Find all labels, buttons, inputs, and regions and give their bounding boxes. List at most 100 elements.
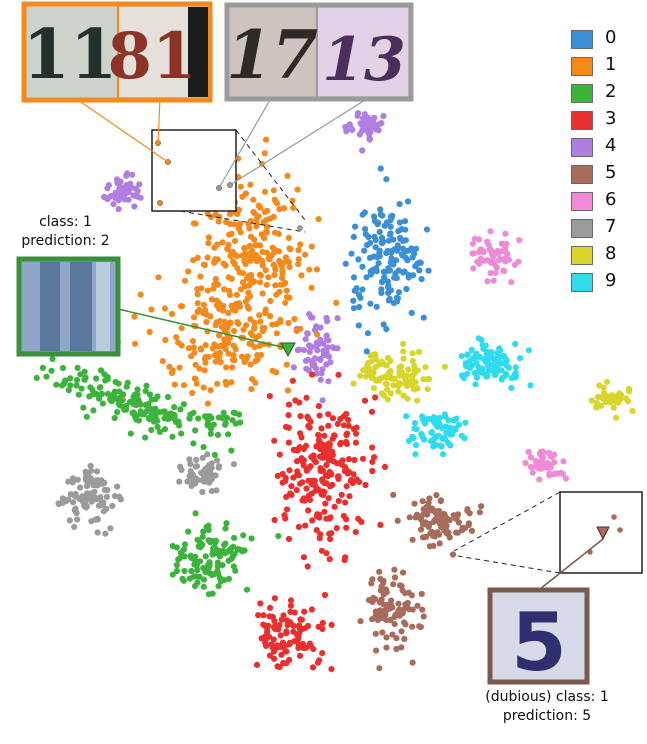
data-point-class-5: [398, 644, 405, 651]
data-point-class-3: [301, 608, 308, 615]
data-point-class-2: [222, 420, 229, 427]
data-point-class-2: [243, 586, 251, 593]
legend-entry-6: 6: [571, 188, 641, 215]
data-point-class-2: [226, 548, 233, 555]
data-point-class-3: [313, 527, 320, 534]
data-point-class-0: [356, 303, 363, 311]
data-point-class-3: [323, 480, 330, 487]
data-point-class-0: [351, 287, 358, 294]
data-point-class-3: [315, 623, 322, 630]
data-point-class-3: [316, 440, 323, 448]
data-point-class-3: [331, 503, 338, 510]
data-point-class-1: [194, 291, 201, 298]
data-point-class-9: [411, 420, 419, 427]
data-point-class-2: [232, 567, 239, 574]
data-point-class-3: [319, 467, 327, 474]
data-point-class-1: [230, 342, 237, 349]
data-point-class-3: [295, 523, 302, 531]
data-point-class-3: [329, 415, 337, 422]
data-point-class-0: [404, 257, 411, 264]
data-point-class-1: [257, 318, 264, 325]
data-point-class-2: [90, 407, 97, 414]
data-point-class-3: [345, 456, 353, 463]
data-point-class-9: [439, 424, 446, 432]
data-point-class-9: [409, 433, 416, 440]
legend-entry-0: 0: [571, 26, 641, 53]
data-point-class-1: [231, 327, 238, 335]
data-point-class-1: [204, 254, 211, 261]
data-point-class-1: [162, 336, 169, 344]
data-point-class-1: [251, 319, 258, 326]
data-point-class-2: [67, 375, 74, 382]
data-point-class-2: [114, 409, 121, 416]
data-point-class-7: [186, 456, 193, 463]
data-point-class-1: [261, 188, 269, 195]
data-point-class-1: [287, 246, 294, 253]
digit-thumbnail-frame-brown: [487, 587, 590, 685]
data-point-class-9: [437, 442, 444, 449]
data-point-class-3: [265, 622, 272, 629]
data-point-class-2: [191, 556, 198, 563]
data-point-class-4: [346, 121, 353, 128]
data-point-class-3: [277, 642, 285, 649]
data-point-class-2: [48, 367, 55, 374]
data-point-class-5: [478, 503, 485, 510]
data-point-class-3: [300, 457, 307, 464]
data-point-class-3: [253, 661, 261, 669]
data-point-class-1: [193, 380, 200, 387]
data-point-class-0: [370, 213, 378, 220]
data-point-class-7: [92, 482, 99, 489]
data-point-class-0: [384, 278, 391, 285]
data-point-class-4: [311, 355, 319, 362]
data-point-class-5: [398, 628, 405, 635]
data-point-class-2: [83, 413, 90, 420]
data-point-class-0: [363, 274, 370, 281]
data-point-class-1: [237, 286, 245, 293]
data-point-class-4: [318, 370, 325, 377]
data-point-class-1: [211, 244, 218, 251]
data-point-class-6: [477, 246, 484, 253]
data-point-class-3: [351, 456, 358, 464]
data-point-class-1: [280, 281, 287, 288]
data-point-class-3: [288, 483, 295, 490]
data-point-class-8: [384, 396, 391, 403]
data-point-class-3: [313, 513, 320, 520]
data-point-class-5: [409, 659, 416, 666]
data-point-class-2: [142, 434, 149, 441]
data-point-class-1: [194, 300, 201, 307]
data-point-class-1: [207, 387, 214, 394]
data-point-class-7: [109, 502, 116, 509]
data-point-class-8: [616, 390, 623, 397]
thumbnail-digit-image: 5: [511, 596, 567, 689]
data-point-class-1: [247, 217, 254, 225]
data-point-class-2: [248, 535, 255, 542]
data-point-class-1: [247, 330, 254, 337]
data-point-class-1: [214, 380, 221, 387]
data-point-class-8: [387, 390, 394, 397]
data-point-class-2: [208, 571, 215, 578]
data-point-class-1: [233, 291, 240, 298]
data-point-class-2: [115, 400, 122, 407]
data-point-class-3: [319, 488, 326, 495]
data-point-class-1: [276, 257, 283, 265]
data-point-class-3: [377, 521, 384, 529]
data-point-class-3: [325, 495, 332, 502]
data-point-class-3: [345, 422, 352, 429]
data-point-class-1: [211, 352, 218, 359]
data-point-class-1: [178, 325, 185, 332]
data-point-class-8: [378, 358, 385, 365]
data-point-class-3: [352, 439, 359, 446]
data-point-class-1: [295, 256, 302, 263]
data-point-class-3: [343, 438, 350, 445]
data-point-class-1: [197, 273, 204, 280]
data-point-class-6: [487, 270, 494, 277]
data-point-class-3: [283, 506, 291, 513]
data-point-class-1: [244, 295, 251, 302]
data-point-class-0: [366, 254, 374, 261]
data-point-class-1: [230, 352, 237, 359]
data-point-class-7: [212, 472, 219, 479]
data-point-class-3: [326, 556, 333, 563]
data-point-class-3: [309, 481, 316, 488]
data-point-class-1: [200, 384, 207, 391]
data-point-class-1: [267, 215, 274, 222]
